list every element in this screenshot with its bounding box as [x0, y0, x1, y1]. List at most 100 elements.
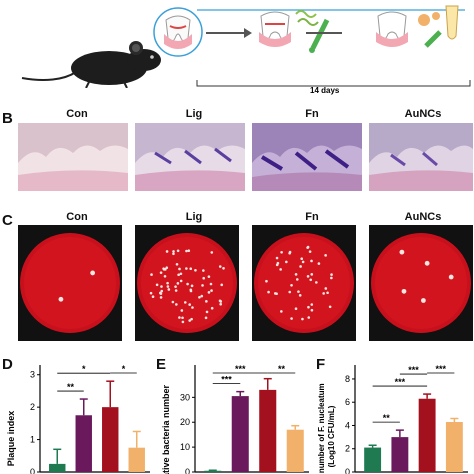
plaque-ylabel: Plaque index [6, 411, 16, 467]
panel-letter-d: D [2, 356, 13, 373]
colony [324, 254, 327, 257]
colony [151, 295, 155, 299]
colony [209, 282, 213, 286]
timeline-bracket [196, 80, 471, 87]
plaque-bar-lig [75, 415, 92, 472]
colony [166, 281, 169, 285]
colony [300, 257, 304, 261]
mouse-illustration [21, 41, 161, 88]
fn-count-bar-con [364, 447, 382, 472]
colony [155, 283, 159, 287]
plaque-bar-con [49, 463, 66, 472]
colony [183, 301, 187, 304]
group-label-con: Con [66, 108, 88, 120]
plate-label-con: Con [66, 211, 88, 223]
colony [163, 275, 167, 278]
colony [180, 309, 184, 312]
colony [330, 273, 333, 276]
colony [181, 316, 184, 320]
colony [399, 249, 405, 255]
colony [290, 283, 293, 287]
bacteria-ytick-label: 30 [180, 392, 190, 402]
fn-count-ytick-label: 2 [345, 444, 350, 454]
colony [200, 294, 204, 298]
colony [205, 310, 209, 314]
colony [315, 281, 318, 284]
colony [185, 267, 188, 270]
bacteria-sig-label: *** [235, 364, 246, 374]
tooth-photo-fn [252, 123, 362, 191]
colony [207, 275, 211, 278]
colony [307, 316, 311, 319]
plaque-bar-fn [102, 407, 119, 472]
colony [290, 317, 293, 320]
colony [298, 294, 302, 297]
colony [210, 251, 214, 254]
fn-count-ytick-label: 4 [345, 420, 350, 430]
colony [186, 282, 189, 286]
colony [204, 316, 208, 320]
colony [202, 269, 205, 272]
colony [309, 278, 313, 282]
colony [275, 292, 278, 296]
colony [171, 300, 175, 304]
colony [179, 272, 183, 276]
colony [165, 250, 169, 253]
bacteria-bar-fn [259, 389, 277, 472]
plaque-ytick-label: 3 [30, 370, 35, 380]
tooth-photo-lig [135, 123, 245, 191]
plaque-sig-label: ** [67, 382, 75, 392]
colony [218, 265, 222, 268]
plaque-ytick-label: 0 [30, 467, 35, 474]
colony [276, 261, 280, 265]
colony [267, 290, 270, 294]
bacteria-icon [295, 10, 319, 26]
colony [280, 250, 283, 254]
colony [201, 284, 204, 287]
inoculation-label: F. nucleatum Inoculation [211, 65, 317, 75]
fn-count-sig-label: ** [383, 413, 391, 423]
timeline-treatment: Topical Treatment [333, 60, 471, 80]
bacteria-ylabel: Relative bacteria number [161, 384, 171, 474]
treatment-label: Topical Treatment [363, 65, 441, 75]
timeline-inoculation: F. nucleatum Inoculation [196, 60, 332, 80]
group-label-lig: Lig [185, 108, 203, 120]
colony [177, 273, 180, 277]
colony [159, 271, 163, 274]
bacteria-bar-auncs [286, 429, 304, 472]
colony [185, 249, 188, 253]
plate-label-lig: Lig [185, 211, 203, 223]
fn-count-sig-label: *** [395, 377, 406, 387]
colony [324, 287, 328, 290]
colony [288, 251, 291, 255]
bacteria-ytick-label: 10 [180, 442, 190, 452]
panel-letter-f: F [316, 356, 326, 373]
colony [172, 250, 175, 253]
colony [172, 252, 175, 256]
bacteria-ytick-label: 0 [185, 467, 190, 474]
colony [179, 279, 183, 283]
bacteria-sig-label: ** [278, 364, 286, 374]
treated-tooth-icon [376, 11, 408, 47]
duration-label: 14 days [310, 86, 340, 95]
colony [301, 260, 305, 264]
colony [166, 285, 170, 288]
colony [90, 270, 96, 276]
colony [322, 292, 325, 295]
fn-count-sig-label: *** [408, 365, 419, 375]
fn-count-ytick-label: 0 [345, 467, 350, 474]
colony [424, 260, 430, 266]
colony [205, 300, 208, 303]
colony [301, 317, 304, 321]
colony [194, 268, 197, 272]
bacteria-sig-label: *** [221, 375, 232, 385]
colony [317, 262, 321, 265]
colony [308, 250, 312, 253]
colony [207, 291, 211, 294]
panel-letter-b: B [2, 110, 13, 127]
fn-count-ytick-label: 8 [345, 374, 350, 384]
colony [310, 273, 314, 276]
colony [162, 267, 165, 270]
colony [420, 298, 426, 303]
colony [310, 259, 313, 263]
